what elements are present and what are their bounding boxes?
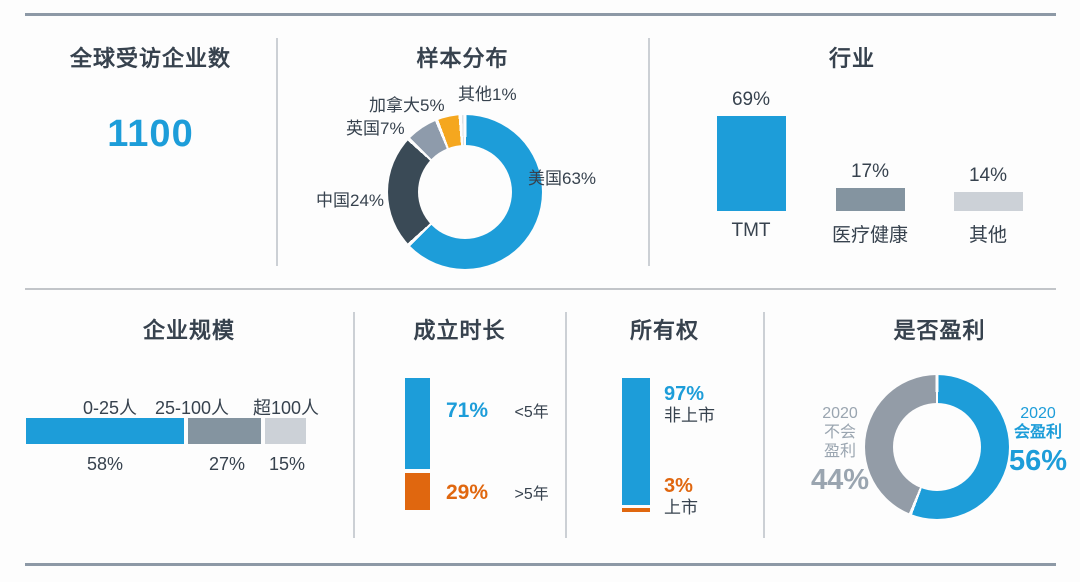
ownership-stacked-bar [622, 378, 650, 512]
middle-rule [25, 288, 1056, 290]
ownership-name-listed: 上市 [664, 498, 698, 517]
ownership-label-private: 97% 非上市 [664, 383, 715, 427]
panel-profitability: 是否盈利 2020 不会 盈利 44% 2020 会盈利 56% [764, 291, 1067, 564]
panel-title-company-age: 成立时长 [413, 318, 506, 343]
panel-title-ownership: 所有权 [629, 318, 699, 343]
panel-company-size: 企业规模 0-25人 25-100人 超100人 58% 27% 15% [25, 291, 353, 564]
panel-industry: 行业 69% 17% 14% TMT 医疗健康 其他 [649, 15, 1055, 288]
profit-no-year: 2020 [822, 405, 858, 422]
size-pct-over-100: 15% [268, 454, 306, 474]
vertical-divider [763, 312, 765, 538]
age-label-over-5y: 29% >5年 [446, 480, 549, 505]
age-pct-under-5y: 71% [446, 399, 489, 422]
industry-bar-other: 14% [953, 165, 1023, 211]
size-category-over-100: 超100人 [252, 398, 320, 418]
bar-category-tmt: TMT [731, 220, 771, 241]
panel-title-sample-distribution: 样本分布 [416, 46, 509, 71]
bar-value-label: 14% [968, 165, 1008, 186]
profit-label-no: 2020 不会 盈利 44% [794, 404, 886, 497]
bar-value-label: 17% [850, 161, 890, 182]
size-segment-over-100 [265, 418, 306, 444]
profit-yes-text: 会盈利 [1013, 424, 1062, 441]
vertical-divider [276, 38, 278, 266]
age-label-under-5y: 71% <5年 [446, 398, 549, 423]
profit-no-text2: 盈利 [823, 443, 856, 460]
ownership-label-listed: 3% 上市 [664, 475, 698, 519]
ownership-segment-private [622, 378, 650, 505]
donut-label-canada: 加拿大5% [369, 96, 445, 115]
panel-title-industry: 行业 [828, 46, 875, 71]
profit-yes-pct: 56% [1008, 445, 1068, 477]
ownership-pct-listed: 3% [664, 475, 693, 497]
profit-no-text1: 不会 [823, 424, 856, 441]
industry-bar-healthcare: 17% [835, 161, 905, 211]
vertical-divider [648, 38, 650, 266]
donut-label-china: 中国24% [316, 191, 385, 210]
bar-other [953, 192, 1023, 211]
panel-company-age: 成立时长 71% <5年 29% >5年 [354, 291, 565, 564]
bar-healthcare [835, 188, 905, 211]
donut-hole [418, 145, 512, 239]
size-category-25-100: 25-100人 [154, 398, 230, 418]
size-pct-25-100: 27% [208, 454, 246, 474]
bar-category-healthcare: 医疗健康 [831, 225, 908, 246]
industry-bar-tmt: 69% [716, 89, 786, 211]
panel-ownership: 所有权 97% 非上市 3% 上市 [566, 291, 763, 564]
panel-total-respondents: 全球受访企业数 1100 [25, 15, 276, 288]
donut-hole [893, 403, 981, 491]
profit-label-yes: 2020 会盈利 56% [993, 404, 1080, 478]
donut-label-other: 其他1% [458, 85, 517, 104]
ownership-pct-private: 97% [664, 383, 705, 405]
panel-title-company-size: 企业规模 [142, 318, 235, 343]
ownership-segment-listed [622, 508, 650, 512]
size-pct-0-25: 58% [86, 454, 124, 474]
profit-yes-year: 2020 [1020, 405, 1056, 422]
age-pct-over-5y: 29% [446, 481, 489, 504]
bar-category-other: 其他 [968, 225, 1007, 246]
bar-tmt [716, 116, 786, 211]
top-rule [25, 13, 1056, 16]
vertical-divider [565, 312, 567, 538]
age-segment-over-5y [405, 473, 430, 510]
company-size-stacked-bar [26, 418, 306, 444]
profitability-donut-chart [865, 375, 1009, 519]
bottom-rule [25, 563, 1056, 566]
donut-label-usa: 美国63% [528, 169, 597, 188]
size-segment-25-100 [188, 418, 261, 444]
size-category-0-25: 0-25人 [82, 398, 138, 418]
profit-no-pct: 44% [810, 464, 870, 496]
vertical-divider [353, 312, 355, 538]
kpi-total-respondents-value: 1100 [107, 113, 194, 155]
donut-label-uk: 英国7% [346, 119, 405, 138]
bar-value-label: 69% [731, 89, 771, 110]
sample-distribution-donut-chart [388, 115, 542, 269]
age-segment-under-5y [405, 378, 430, 469]
ownership-name-private: 非上市 [664, 406, 715, 425]
panel-sample-distribution: 样本分布 其他1% 加拿大5% 英国7% 中国24% 美国63% [277, 15, 648, 288]
panel-title-total-respondents: 全球受访企业数 [69, 46, 231, 71]
age-name-over-5y: >5年 [514, 486, 549, 503]
company-age-stacked-bar [405, 378, 430, 510]
size-segment-0-25 [26, 418, 184, 444]
panel-title-profitability: 是否盈利 [893, 318, 986, 343]
age-name-under-5y: <5年 [514, 404, 549, 421]
